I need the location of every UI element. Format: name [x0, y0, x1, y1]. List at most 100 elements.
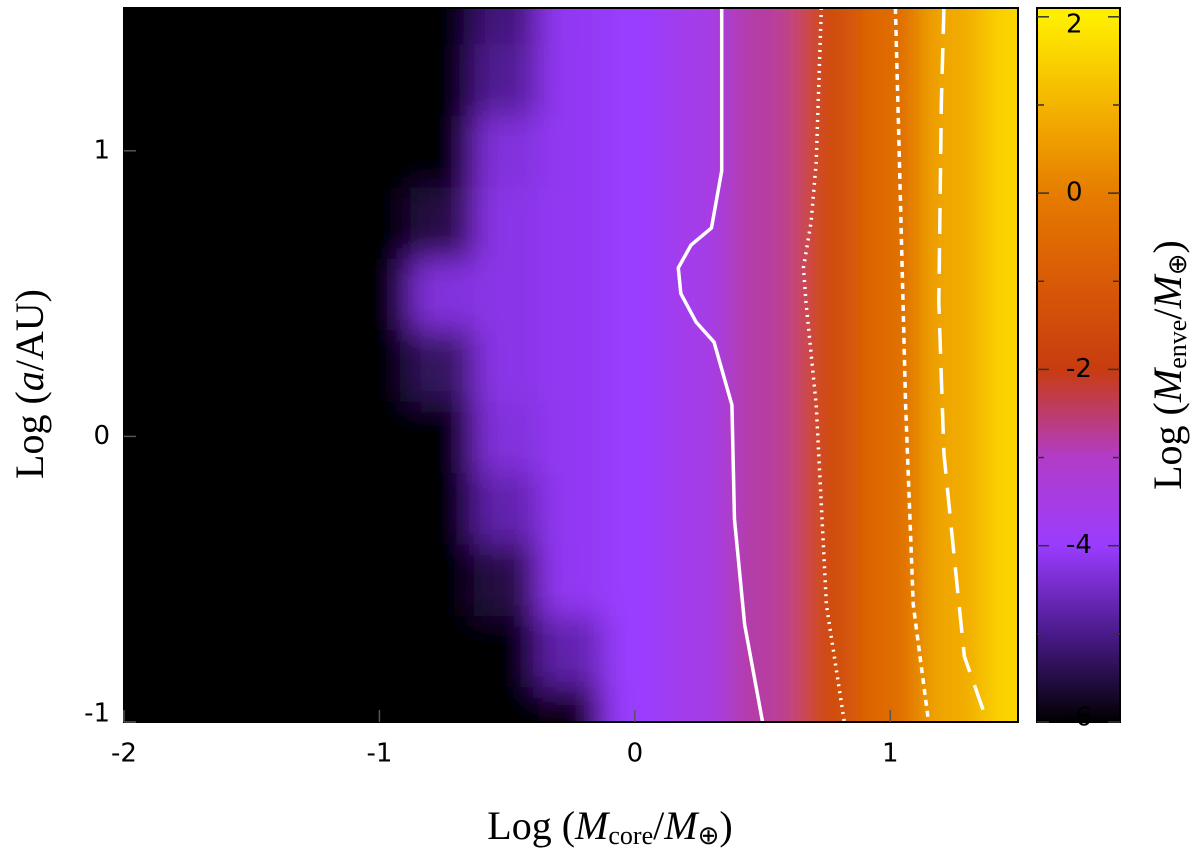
heat-cell — [410, 613, 477, 688]
heat-cell — [282, 399, 349, 474]
heat-cell — [538, 8, 604, 45]
heat-cell — [154, 613, 221, 688]
heat-cell — [282, 42, 349, 117]
heat-cell — [857, 114, 924, 188]
heat-cell — [282, 542, 349, 616]
heat-cell — [346, 471, 413, 545]
heat-cell — [921, 328, 988, 402]
heat-cell — [474, 256, 541, 331]
heat-cell — [538, 185, 604, 259]
colorbar-tick-label: -2 — [1066, 354, 1092, 384]
heat-cell — [601, 613, 668, 688]
y-tick-label: -1 — [84, 699, 110, 729]
heat-cell — [218, 328, 285, 402]
axes: -2 -1 0 1-101-6-4-202 — [84, 7, 1121, 769]
heat-cell — [601, 471, 668, 545]
heat-cell — [921, 399, 988, 474]
colorbar-tick-label: 0 — [1066, 178, 1083, 208]
heat-cell — [538, 114, 604, 188]
contour-line — [937, 8, 990, 722]
colorbar-label: Log (Menve/M⊕) — [1145, 240, 1192, 490]
heat-cell — [410, 114, 477, 188]
heat-cell — [218, 542, 285, 616]
heat-cell — [282, 114, 349, 188]
heat-cell — [154, 8, 221, 45]
x-tick-label: -2 — [111, 739, 137, 769]
x-tick-label: -1 — [366, 739, 392, 769]
heat-cell — [154, 685, 221, 722]
heat-cell — [410, 399, 477, 474]
heat-cell — [601, 8, 668, 45]
heat-cell — [218, 42, 285, 117]
heat-cell — [154, 542, 221, 616]
heat-cell — [985, 256, 1018, 331]
heat-cell — [474, 613, 541, 688]
heat-cell — [665, 685, 732, 722]
heat-cell — [154, 256, 221, 331]
heat-cell — [410, 328, 477, 402]
heat-cell — [538, 328, 604, 402]
x-tick-label: 0 — [627, 739, 644, 769]
heat-cell — [282, 471, 349, 545]
heat-cell — [474, 185, 541, 259]
heat-cell — [729, 8, 796, 45]
heat-cell — [346, 114, 413, 188]
heat-cell — [601, 185, 668, 259]
heat-cell — [857, 256, 924, 331]
heat-cell — [154, 328, 221, 402]
heat-cell — [729, 42, 796, 117]
heat-cell — [538, 256, 604, 331]
heat-cell — [857, 399, 924, 474]
heat-cell — [124, 542, 157, 616]
heat-cell — [218, 685, 285, 722]
heat-cell — [474, 8, 541, 45]
heat-cell — [282, 185, 349, 259]
heat-cell — [985, 8, 1018, 45]
heat-cell — [124, 42, 157, 117]
heat-cell — [218, 613, 285, 688]
heat-cell — [410, 185, 477, 259]
heat-cell — [985, 471, 1018, 545]
heat-cell — [729, 328, 796, 402]
heat-cell — [346, 399, 413, 474]
contour-line — [676, 8, 765, 722]
heat-cell — [793, 328, 860, 402]
contours — [676, 8, 990, 722]
heat-cell — [729, 114, 796, 188]
heat-cell — [154, 471, 221, 545]
heat-cell — [857, 613, 924, 688]
heat-cell — [921, 114, 988, 188]
heat-cell — [154, 114, 221, 188]
heat-cell — [921, 42, 988, 117]
heat-cell — [729, 613, 796, 688]
heat-cell — [538, 542, 604, 616]
heat-cell — [793, 8, 860, 45]
y-tick-label: 0 — [93, 421, 110, 451]
x-tick-label: 1 — [882, 739, 899, 769]
heat-cell — [474, 328, 541, 402]
heat-cell — [282, 8, 349, 45]
heat-cell — [346, 328, 413, 402]
heat-cell — [665, 256, 732, 331]
heat-cell — [793, 114, 860, 188]
heat-cell — [793, 471, 860, 545]
heat-cell — [154, 185, 221, 259]
heat-cell — [538, 685, 604, 722]
heat-cell — [793, 185, 860, 259]
heat-cell — [474, 399, 541, 474]
heat-cell — [985, 328, 1018, 402]
contour-line — [893, 8, 931, 722]
heat-cell — [410, 471, 477, 545]
heat-cell — [346, 8, 413, 45]
heat-cell — [346, 185, 413, 259]
heat-cell — [665, 185, 732, 259]
heat-cell — [218, 399, 285, 474]
heat-cell — [857, 42, 924, 117]
heat-cell — [538, 613, 604, 688]
colorbar — [1036, 7, 1121, 723]
heat-cell — [410, 42, 477, 117]
heat-cell — [985, 185, 1018, 259]
heat-cell — [985, 114, 1018, 188]
plot-area — [124, 8, 1018, 722]
heat-cell — [218, 471, 285, 545]
